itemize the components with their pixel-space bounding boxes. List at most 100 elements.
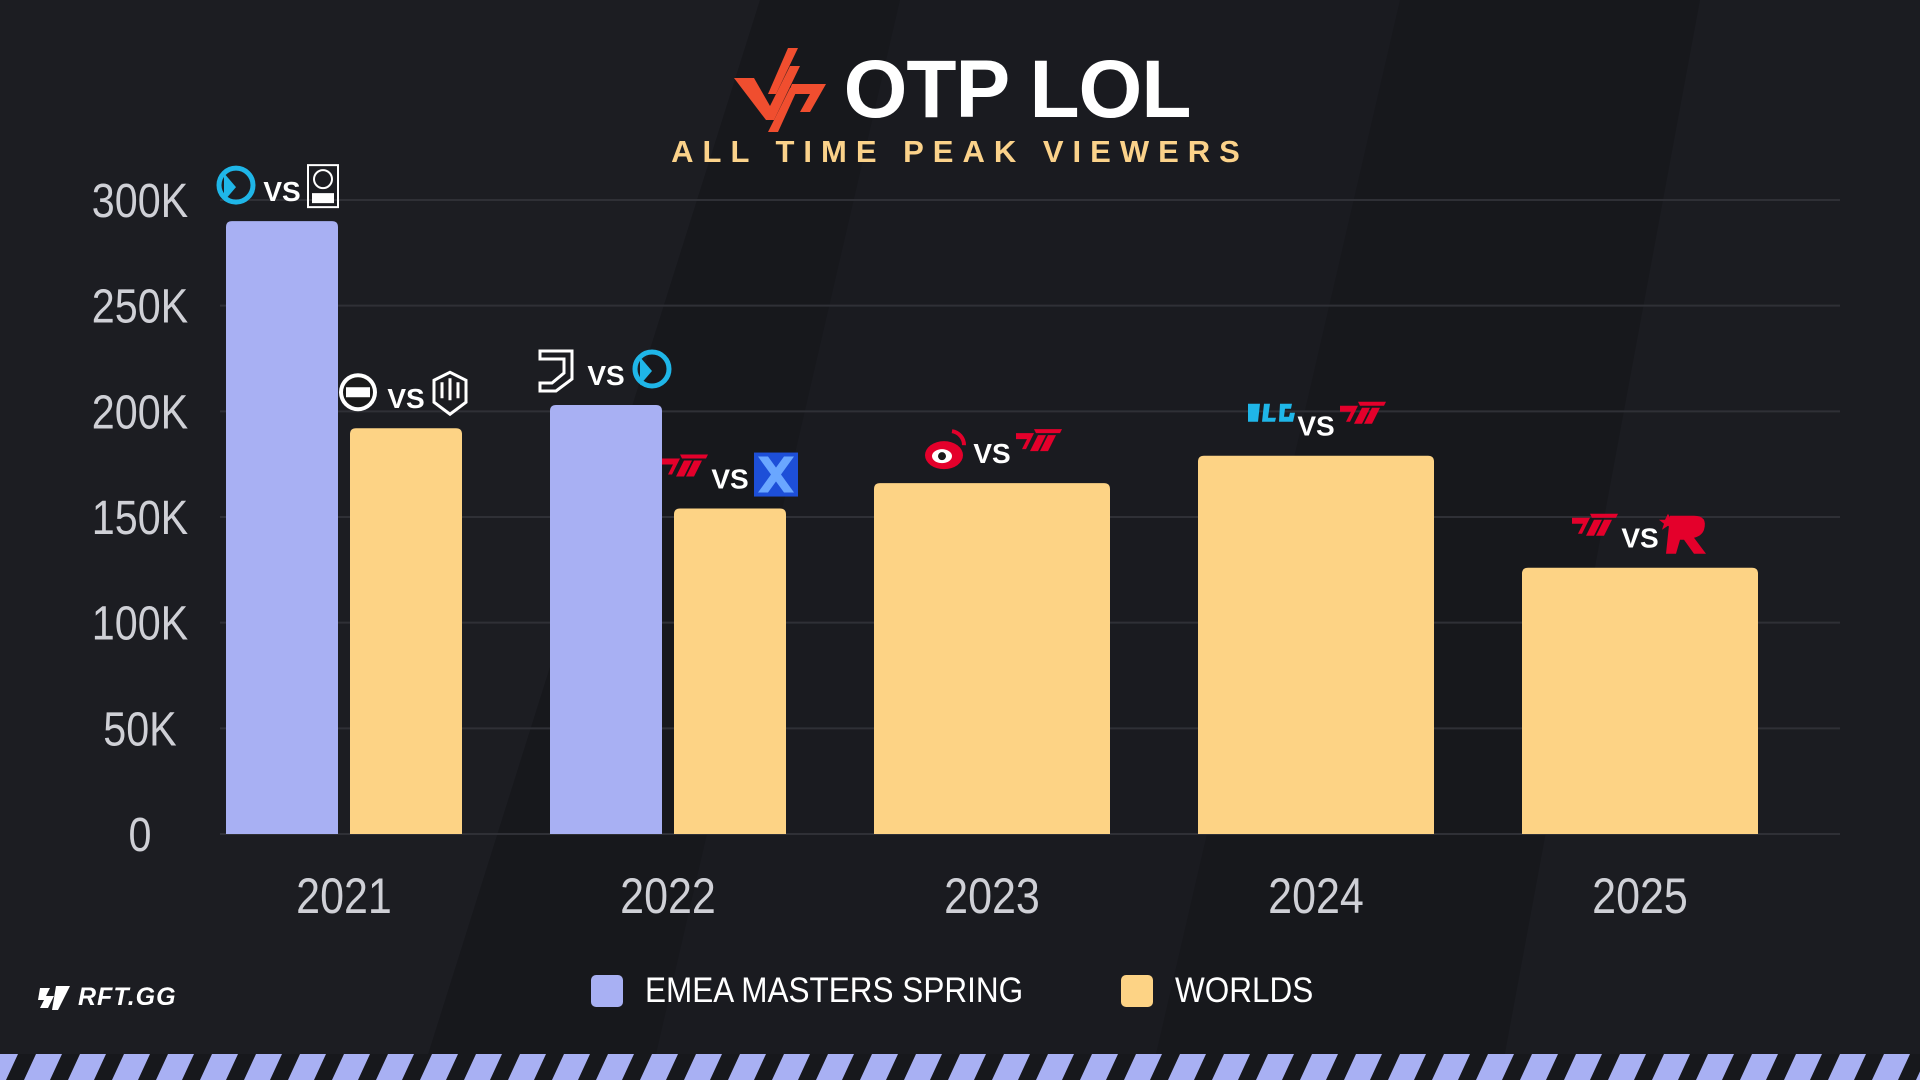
bt-excel-logo-icon xyxy=(307,164,339,209)
stripe xyxy=(552,1054,590,1080)
weibo-gaming-logo-icon xyxy=(925,429,967,470)
brand-name: OTP LOL xyxy=(843,44,1192,135)
otp-logo-icon xyxy=(733,48,826,132)
stripe xyxy=(1608,1054,1646,1080)
stripe xyxy=(156,1054,194,1080)
stripe xyxy=(1564,1054,1602,1080)
kt-rolster-logo-icon xyxy=(1659,513,1706,554)
stripe xyxy=(332,1054,370,1080)
stripe xyxy=(860,1054,898,1080)
stripe xyxy=(508,1054,546,1080)
edg-logo-icon xyxy=(339,373,377,412)
stripe xyxy=(904,1054,942,1080)
stripe xyxy=(816,1054,854,1080)
legend-label-emea-masters: EMEA MASTERS SPRING xyxy=(645,971,1024,1010)
karmine-corp-logo-icon xyxy=(632,349,672,389)
blg-logo-icon xyxy=(1248,403,1295,422)
stripe xyxy=(684,1054,722,1080)
bottom-stripe-band xyxy=(0,1054,1920,1080)
x-tick-label: 2023 xyxy=(944,868,1040,924)
matchup-vs-label: VS xyxy=(973,438,1010,469)
bar-2022-emea-masters-spring xyxy=(550,404,662,834)
bar-2021-emea-masters-spring xyxy=(226,221,338,835)
t1-logo-icon xyxy=(1572,513,1618,536)
karmine-corp-logo-icon xyxy=(216,165,256,205)
stripe xyxy=(1256,1054,1294,1080)
bar-2025-worlds xyxy=(1522,567,1758,834)
stripe xyxy=(1080,1054,1118,1080)
matchup-vs-label: VS xyxy=(587,360,624,391)
bar-2023-worlds xyxy=(874,483,1110,834)
footer-logo-text: RFT.GG xyxy=(78,982,177,1011)
los-heretics-logo-icon xyxy=(538,349,574,393)
matchup-vs-label: VS xyxy=(387,383,424,414)
stripe xyxy=(112,1054,150,1080)
matchup-vs-label: VS xyxy=(1297,411,1334,442)
stripe xyxy=(1212,1054,1250,1080)
stripe xyxy=(1696,1054,1734,1080)
stripe xyxy=(288,1054,326,1080)
matchup-vs-label: VS xyxy=(1621,523,1658,554)
chart-subtitle: ALL TIME PEAK VIEWERS xyxy=(671,134,1249,169)
stripe xyxy=(1344,1054,1382,1080)
t1-logo-icon xyxy=(1016,429,1062,452)
stripe xyxy=(1828,1054,1866,1080)
bar-2024-worlds xyxy=(1198,455,1434,834)
matchup-vs-label: VS xyxy=(711,464,748,495)
stripe xyxy=(948,1054,986,1080)
rft-logo: RFT.GG xyxy=(38,982,177,1012)
stripe xyxy=(1300,1054,1338,1080)
legend-item-emea-masters: EMEA MASTERS SPRING xyxy=(591,971,1065,1011)
stripe xyxy=(728,1054,766,1080)
x-tick-label: 2025 xyxy=(1592,868,1688,924)
y-tick-label: 300K xyxy=(92,174,189,228)
stripe xyxy=(992,1054,1030,1080)
y-tick-label: 200K xyxy=(92,385,189,439)
stripe xyxy=(1036,1054,1074,1080)
legend-item-worlds: WORLDS xyxy=(1121,971,1329,1011)
stripe xyxy=(464,1054,502,1080)
stripe xyxy=(24,1054,62,1080)
stripe xyxy=(1872,1054,1910,1080)
stripe xyxy=(1168,1054,1206,1080)
stripe xyxy=(200,1054,238,1080)
rft-mark-icon xyxy=(38,986,70,1010)
t1-logo-icon xyxy=(662,454,708,477)
bar-2021-worlds xyxy=(350,428,462,834)
legend-label-worlds: WORLDS xyxy=(1175,971,1314,1010)
drx-logo-icon xyxy=(754,452,798,497)
stripe xyxy=(1388,1054,1426,1080)
stripe xyxy=(376,1054,414,1080)
y-tick-label: 0 xyxy=(129,808,152,862)
stripe xyxy=(1432,1054,1470,1080)
x-tick-label: 2022 xyxy=(620,868,716,924)
stripe xyxy=(1916,1071,1920,1080)
legend-swatch-worlds xyxy=(1121,975,1154,1007)
stripe xyxy=(596,1054,634,1080)
y-tick-label: 50K xyxy=(103,702,177,756)
stripe xyxy=(1476,1054,1514,1080)
stripe xyxy=(0,1054,18,1080)
stripe xyxy=(420,1054,458,1080)
stripe xyxy=(1124,1054,1162,1080)
stripe xyxy=(640,1054,678,1080)
stripe xyxy=(244,1054,282,1080)
dwg-kia-logo-icon xyxy=(432,370,468,417)
legend-swatch-emea-masters xyxy=(591,975,624,1007)
y-tick-label: 250K xyxy=(92,280,189,334)
stripe xyxy=(1740,1054,1778,1080)
stripe xyxy=(1520,1054,1558,1080)
chart-legend: EMEA MASTERS SPRING WORLDS xyxy=(0,966,1920,1016)
y-tick-label: 150K xyxy=(92,491,189,545)
stripe xyxy=(68,1054,106,1080)
y-tick-label: 100K xyxy=(92,597,189,651)
stripe xyxy=(1652,1054,1690,1080)
t1-logo-icon xyxy=(1340,401,1386,424)
stripe xyxy=(1784,1054,1822,1080)
brand-header: OTP LOL xyxy=(0,40,1920,140)
x-tick-label: 2024 xyxy=(1268,868,1364,924)
bar-2022-worlds xyxy=(674,508,786,834)
matchup-vs-label: VS xyxy=(263,176,300,207)
x-tick-label: 2021 xyxy=(296,868,392,924)
